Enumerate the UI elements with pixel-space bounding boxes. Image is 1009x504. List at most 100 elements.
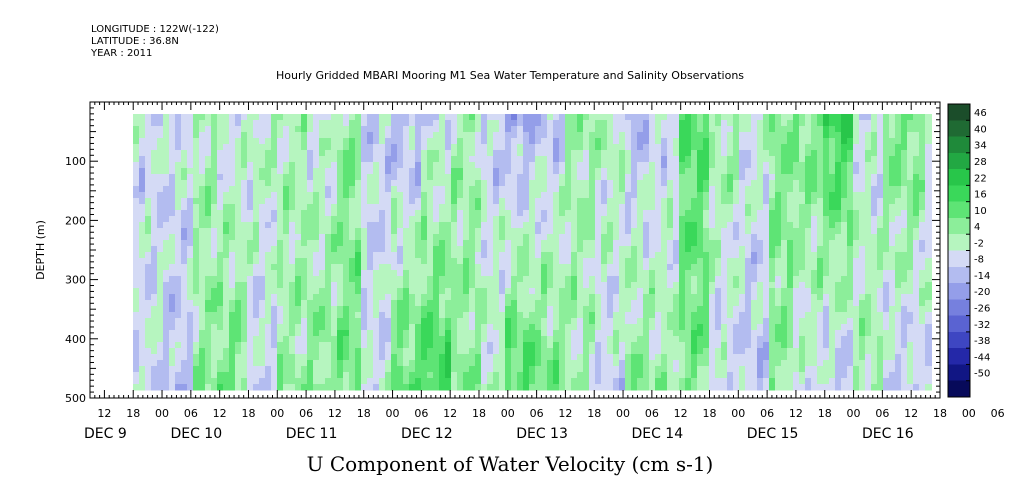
heatmap-cell [235,365,242,373]
heatmap-cell [697,353,704,361]
heatmap-cell [229,143,236,151]
heatmap-cell [211,203,218,211]
heatmap-cell [703,239,710,247]
heatmap-cell [679,377,686,385]
heatmap-cell [475,113,482,121]
heatmap-cell [781,125,788,133]
heatmap-cell [403,191,410,199]
heatmap-cell [367,323,374,331]
heatmap-cell [199,221,206,229]
heatmap-cell [757,341,764,349]
heatmap-cell [139,221,146,229]
heatmap-cell [331,383,338,391]
heatmap-cell [523,143,530,151]
heatmap-cell [133,257,140,265]
heatmap-cell [193,245,200,253]
heatmap-cell [175,245,182,253]
heatmap-cell [679,371,686,379]
heatmap-cell [145,131,152,139]
heatmap-cell [133,155,140,163]
heatmap-cell [463,323,470,331]
heatmap-cell [601,119,608,127]
heatmap-cell [361,347,368,355]
heatmap-cell [211,269,218,277]
heatmap-cell [733,239,740,247]
heatmap-cell [541,353,548,361]
heatmap-cell [325,251,332,259]
heatmap-cell [703,227,710,235]
heatmap-cell [445,155,452,163]
heatmap-cell [673,185,680,193]
heatmap-cell [727,365,734,373]
heatmap-cell [511,221,518,229]
heatmap-cell [163,221,170,229]
heatmap-cell [643,347,650,355]
heatmap-cell [343,227,350,235]
heatmap-cell [409,185,416,193]
heatmap-cell [355,125,362,133]
heatmap-cell [673,209,680,217]
heatmap-cell [463,119,470,127]
heatmap-cell [727,257,734,265]
heatmap-cell [451,257,458,265]
heatmap-cell [757,311,764,319]
heatmap-cell [733,215,740,223]
heatmap-cell [415,131,422,139]
heatmap-cell [523,119,530,127]
heatmap-cell [649,293,656,301]
heatmap-cell [181,341,188,349]
heatmap-cell [529,335,536,343]
heatmap-cell [451,173,458,181]
heatmap-cell [379,179,386,187]
heatmap-cell [403,119,410,127]
heatmap-cell [355,317,362,325]
heatmap-cell [649,167,656,175]
heatmap-cell [547,185,554,193]
heatmap-cell [313,167,320,175]
heatmap-cell [679,215,686,223]
heatmap-cell [241,185,248,193]
heatmap-cell [733,353,740,361]
heatmap-cell [775,239,782,247]
heatmap-cell [721,155,728,163]
heatmap-cell [367,299,374,307]
heatmap-cell [187,341,194,349]
heatmap-cell [301,155,308,163]
heatmap-cell [457,203,464,211]
heatmap-cell [679,263,686,271]
heatmap-cell [517,275,524,283]
heatmap-cell [373,323,380,331]
heatmap-cell [679,119,686,127]
heatmap-cell [337,209,344,217]
heatmap-cell [703,353,710,361]
heatmap-cell [367,245,374,253]
heatmap-cell [385,137,392,145]
heatmap-cell [403,149,410,157]
heatmap-cell [553,191,560,199]
heatmap-cell [775,125,782,133]
heatmap-cell [445,353,452,361]
heatmap-cell [433,113,440,121]
heatmap-cell [331,119,338,127]
heatmap-cell [547,131,554,139]
heatmap-cell [223,191,230,199]
heatmap-cell [253,377,260,385]
heatmap-cell [349,119,356,127]
heatmap-cell [781,185,788,193]
heatmap-cell [529,239,536,247]
heatmap-cell [517,131,524,139]
heatmap-cell [355,215,362,223]
heatmap-cell [277,371,284,379]
heatmap-cell [457,209,464,217]
heatmap-cell [691,155,698,163]
heatmap-cell [343,179,350,187]
heatmap-cell [415,281,422,289]
heatmap-cell [343,137,350,145]
heatmap-cell [247,347,254,355]
heatmap-cell [385,239,392,247]
heatmap-cell [535,185,542,193]
heatmap-cell [451,377,458,385]
heatmap-cell [217,227,224,235]
heatmap-cell [517,209,524,217]
heatmap-cell [457,383,464,391]
